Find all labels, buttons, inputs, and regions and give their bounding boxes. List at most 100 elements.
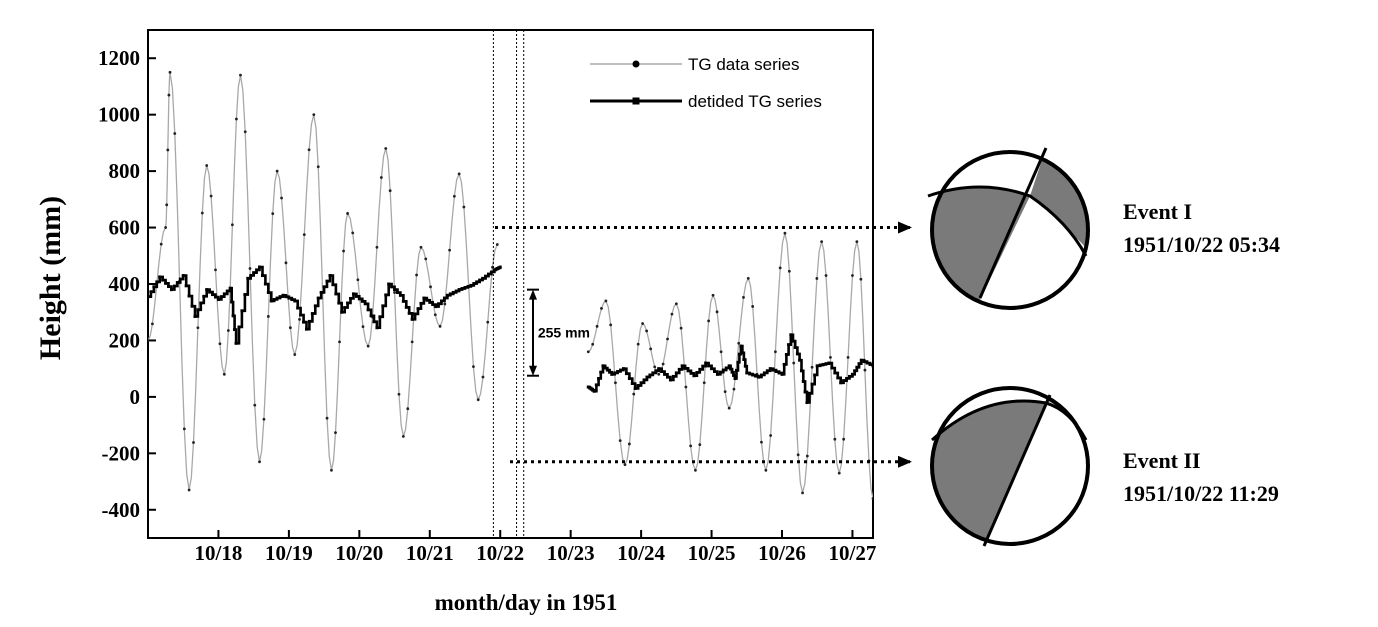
event-2-datetime: 1951/10/22 11:29 — [1123, 481, 1279, 506]
detided-point — [745, 371, 749, 375]
detided-point — [407, 311, 411, 315]
detided-point — [657, 367, 661, 371]
detided-point — [390, 285, 394, 289]
detided-point — [707, 364, 711, 368]
detided-point — [240, 309, 244, 313]
tg-data-point — [239, 73, 242, 77]
tg-data-point — [732, 387, 736, 391]
detided-point — [489, 270, 493, 274]
tg-data-point — [393, 291, 396, 294]
detided-point — [605, 368, 609, 372]
tg-data-point — [846, 355, 850, 359]
detided-point — [454, 289, 458, 293]
detided-point — [287, 296, 291, 300]
detided-point — [622, 367, 626, 371]
y-tick-label: 800 — [109, 159, 141, 183]
detided-point — [196, 308, 200, 312]
tg-data-point — [452, 194, 456, 198]
tg-data-point — [424, 257, 428, 261]
detided-point — [845, 377, 849, 381]
tg-data-point — [723, 390, 727, 394]
detided-point — [613, 371, 617, 375]
detided-point — [654, 369, 658, 373]
event-2-label: Event II — [1123, 448, 1201, 473]
tg-data-point — [167, 93, 171, 97]
detided-point — [328, 274, 332, 278]
detided-point — [246, 276, 250, 280]
detided-point — [715, 372, 719, 376]
detided-point — [801, 379, 805, 383]
detided-point — [594, 383, 598, 387]
tg-data-point — [253, 403, 257, 407]
tg-data-point — [679, 326, 683, 330]
detided-point — [451, 290, 455, 294]
detided-point — [712, 369, 716, 373]
legend-label-detided: detided TG series — [688, 92, 822, 111]
tg-data-point — [842, 437, 846, 441]
tg-data-point — [792, 361, 796, 365]
detided-point — [460, 287, 464, 291]
detided-point — [721, 368, 725, 372]
detided-point — [346, 301, 350, 305]
detided-point — [850, 372, 854, 376]
detided-point — [619, 368, 623, 372]
detided-point — [686, 369, 690, 373]
detided-point — [633, 386, 637, 390]
detided-point — [868, 362, 872, 366]
detided-point — [172, 284, 176, 288]
detided-point — [155, 280, 159, 284]
x-tick-label: 10/25 — [688, 541, 736, 565]
y-tick-label: 0 — [130, 385, 141, 409]
y-tick-label: 1200 — [98, 46, 140, 70]
tg-data-point — [657, 372, 661, 376]
detided-point — [237, 325, 241, 329]
detided-point — [428, 300, 432, 304]
detided-point — [666, 375, 670, 379]
tg-data-point — [280, 196, 283, 200]
tg-data-point — [419, 245, 423, 249]
detided-point — [233, 328, 237, 332]
detided-point — [181, 274, 185, 278]
detided-point — [184, 284, 188, 288]
detided-point — [751, 373, 755, 377]
detided-point — [316, 296, 320, 300]
detided-point — [310, 312, 314, 316]
detided-point — [375, 326, 379, 330]
detided-point — [445, 293, 449, 297]
detided-point — [805, 401, 809, 405]
offset-annotation: 255 mm — [527, 288, 590, 377]
detided-point — [742, 357, 746, 361]
tg-data-point — [727, 406, 731, 410]
detided-point — [231, 314, 235, 318]
offset-label: 255 mm — [538, 325, 590, 341]
detided-point — [651, 371, 655, 375]
x-tick-label: 10/22 — [476, 541, 524, 565]
tg-data-point — [200, 211, 204, 215]
tg-data-point — [284, 261, 288, 265]
detided-point — [319, 290, 323, 294]
y-tick-label: 200 — [109, 328, 141, 352]
detided-point — [357, 297, 361, 301]
detided-point — [853, 369, 857, 373]
detided-point — [442, 296, 446, 300]
detided-point — [729, 367, 733, 371]
detided-point — [360, 299, 364, 303]
x-axis-ticks: 10/18 10/19 10/20 10/21 10/22 10/23 10/24 10/25… — [195, 530, 876, 565]
tg-data-point — [481, 375, 485, 379]
detided-point — [337, 301, 341, 305]
tg-data-point — [457, 172, 461, 176]
detided-point — [372, 320, 376, 324]
tg-data-point — [627, 442, 631, 446]
tg-data-point — [783, 231, 787, 235]
tg-data-point — [670, 312, 674, 316]
detided-point — [730, 370, 734, 374]
detided-point — [395, 290, 399, 294]
detided-point — [677, 367, 681, 371]
detided-point — [610, 372, 614, 376]
detided-point — [252, 271, 256, 275]
detided-point — [782, 362, 786, 366]
detided-point — [648, 373, 652, 377]
detided-point — [457, 288, 461, 292]
tg-data-point — [275, 169, 279, 173]
detided-point — [167, 284, 171, 288]
